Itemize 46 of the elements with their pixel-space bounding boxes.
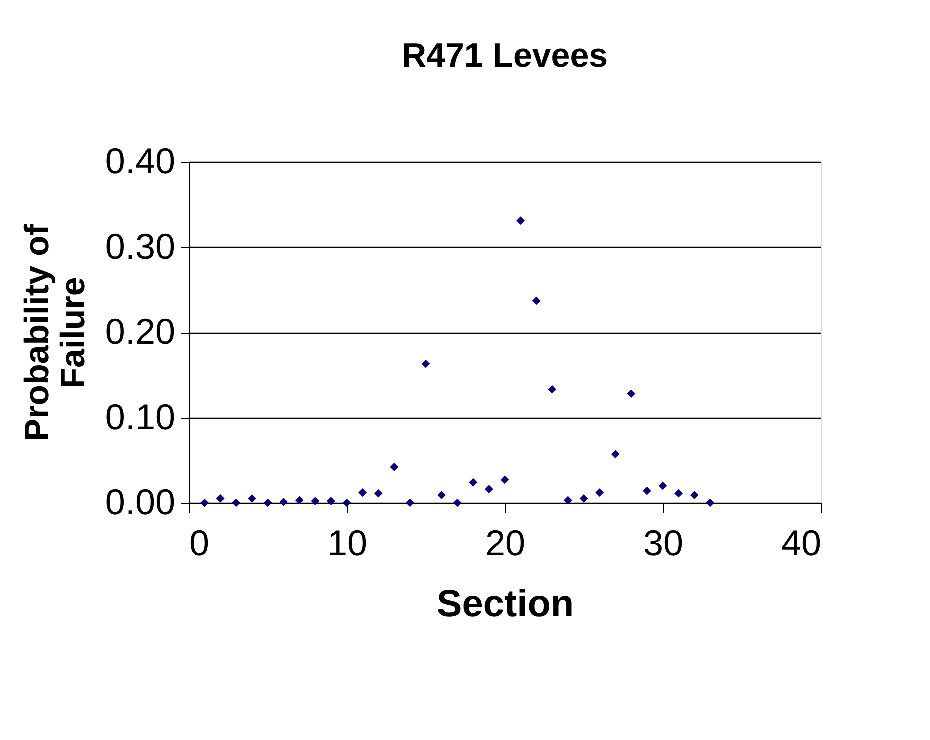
point [390,463,399,472]
point [216,494,225,503]
x-tick-label: 20 [485,522,526,564]
point [358,488,367,497]
x-tick-label: 30 [643,522,684,564]
point [374,489,383,498]
point [706,498,715,508]
point [658,482,668,490]
y-tick-label: 0.00 [105,482,176,522]
x-axis-title: Section [436,584,574,626]
point [422,360,430,368]
point [627,390,636,398]
point [200,498,209,508]
point [342,498,352,508]
x-tick-label: 10 [327,522,368,564]
y-axis-title: Probability of Failure [18,224,92,442]
point [643,486,652,496]
point [438,491,446,500]
point [690,491,699,500]
point [500,476,510,484]
point [280,498,288,506]
y-tick-label: 0.40 [105,140,176,182]
point [485,485,494,494]
point [311,497,320,506]
point [232,498,241,508]
x-tick-label: 0 [190,522,210,564]
point [516,216,525,226]
point [406,498,414,508]
point [469,478,478,487]
point [327,497,336,506]
point [295,496,304,505]
point [674,489,683,498]
point [611,450,620,459]
point [596,488,604,497]
y-tick-label: 0.30 [105,226,176,267]
point [548,385,557,394]
x-tick-label: 40 [781,522,822,564]
point [564,496,572,505]
point [580,494,588,503]
point [532,296,541,306]
y-tick-label: 0.10 [105,396,176,438]
point [264,498,272,508]
point [248,494,256,503]
y-tick-label: 0.20 [105,311,176,352]
chart-title: R471 Levees [402,37,608,75]
point [453,498,462,508]
